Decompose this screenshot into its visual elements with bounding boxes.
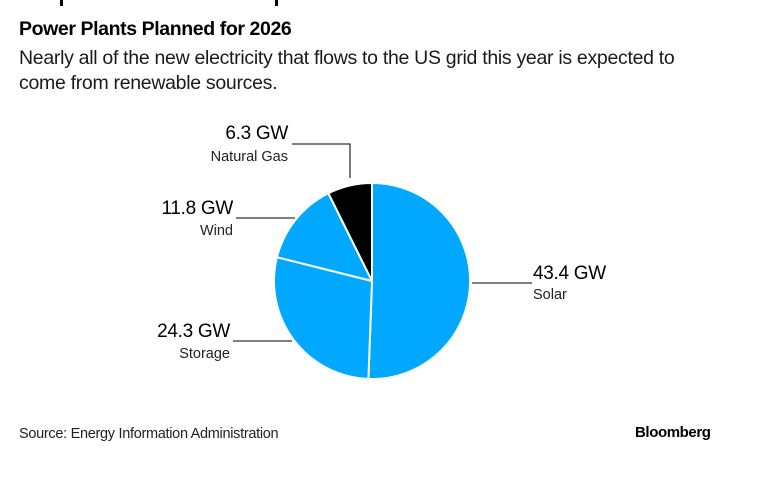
data-label-natural-gas-value: 6.3 GW xyxy=(225,123,288,144)
source-note: Source: Energy Information Administratio… xyxy=(19,426,279,442)
data-label-wind-name: Wind xyxy=(200,223,233,239)
data-label-natural-gas-name: Natural Gas xyxy=(211,149,288,165)
data-label-wind-value: 11.8 GW xyxy=(162,198,234,219)
bloomberg-logo: Bloomberg xyxy=(635,424,711,441)
pie-slice-storage xyxy=(272,256,373,380)
pie-slice-wind xyxy=(275,192,373,282)
pie-slices xyxy=(272,182,472,380)
cropped-glyph xyxy=(60,0,63,6)
data-label-solar-value: 43.4 GW xyxy=(533,263,606,284)
data-label-solar-name: Solar xyxy=(533,287,567,303)
pie-slice-natural-gas xyxy=(327,182,373,282)
chart-subtitle: Nearly all of the new electricity that f… xyxy=(19,47,675,94)
cropped-glyph xyxy=(275,0,278,6)
chart-title: Power Plants Planned for 2026 xyxy=(19,18,292,40)
data-label-storage-value: 24.3 GW xyxy=(157,321,230,342)
data-label-storage-name: Storage xyxy=(179,346,230,362)
leader-line-natural-gas xyxy=(292,143,351,178)
cropped-text-fragment xyxy=(0,0,760,8)
pie-slice-solar xyxy=(367,182,472,380)
